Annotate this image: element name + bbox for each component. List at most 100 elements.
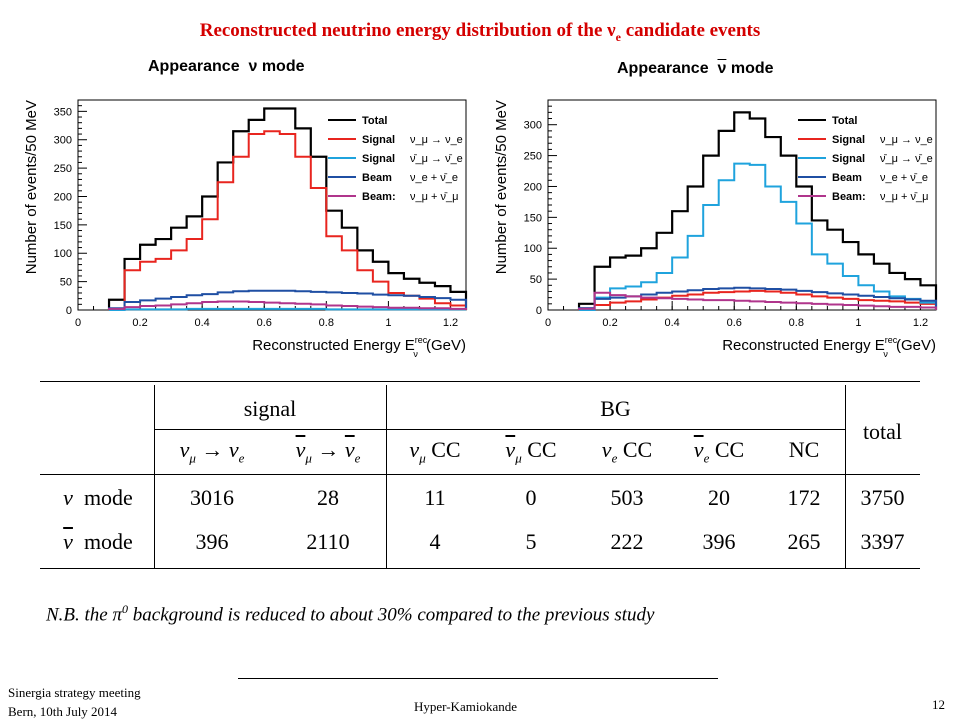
row-label-nubar-mode: ν mode	[63, 529, 133, 554]
legend-label: Signal	[362, 153, 395, 165]
y-tick-label: 200	[524, 181, 542, 193]
event-table: signal BG total νμ → νe νμ → νe νμ CC νμ…	[40, 381, 920, 569]
table-cell: 172	[787, 485, 821, 510]
y-tick-label: 0	[66, 305, 72, 317]
table-cell: 28	[317, 485, 339, 510]
x-tick-label: 1.2	[913, 317, 928, 329]
x-tick-label: 0.6	[257, 317, 272, 329]
table-cell: 11	[424, 485, 446, 510]
legend-label: Total	[362, 115, 387, 127]
table-top-rule	[40, 381, 920, 382]
series-0-line	[577, 111, 938, 310]
y-tick-label: 50	[60, 277, 72, 289]
legend-label: Beam	[362, 172, 392, 184]
y-axis-label: Number of events/50 MeV	[493, 100, 510, 274]
footnote: N.B. the π0 background is reduced to abo…	[46, 602, 655, 626]
plot-frame	[547, 99, 937, 311]
header-anumu-anue: νμ → νe	[295, 437, 361, 466]
legend-label: Beam	[832, 172, 862, 184]
table-header-rule	[40, 474, 920, 475]
y-tick-label: 300	[524, 120, 542, 132]
x-tick-label: 0.4	[195, 317, 210, 329]
legend-math: ν_e + ν̄_e	[880, 172, 928, 184]
slide-title: Reconstructed neutrino energy distributi…	[199, 20, 761, 44]
y-tick-label: 300	[54, 135, 72, 147]
table-cell: 222	[610, 529, 644, 554]
legend-label: Signal	[832, 153, 865, 165]
table-cell: 20	[708, 485, 730, 510]
y-axis-label: Number of events/50 MeV	[23, 100, 40, 274]
legend-math: ν_μ + ν̄_μ	[880, 191, 928, 203]
series-4-line	[578, 291, 937, 310]
header-numu-nue: νμ → νe	[179, 437, 245, 466]
x-tick-label: 0.8	[319, 317, 334, 329]
legend-math: ν_e + ν̄_e	[410, 172, 458, 184]
x-tick-label: 0.2	[602, 317, 617, 329]
y-tick-label: 150	[524, 212, 542, 224]
header-total: total	[862, 419, 903, 444]
y-tick-label: 250	[524, 151, 542, 163]
legend-math: ν_μ → ν_e	[410, 134, 463, 146]
footer-rule	[238, 678, 718, 679]
table-cell-total: 3750	[860, 485, 905, 510]
table-cell: 396	[195, 529, 229, 554]
series-4-line	[108, 300, 467, 310]
y-tick-label: 50	[530, 274, 542, 286]
table-cell: 4	[429, 529, 441, 554]
header-bg: BG	[600, 396, 631, 421]
header-signal: signal	[243, 396, 297, 421]
legend-label: Signal	[832, 134, 865, 146]
legend-label: Beam:	[362, 191, 396, 203]
legend-math: ν̄_μ → ν̄_e	[410, 153, 463, 165]
legend-label: Total	[832, 115, 857, 127]
x-axis-label: Reconstructed Energy Erec ν (GeV)	[722, 335, 936, 359]
header-nue-cc: νe CC	[601, 437, 653, 466]
footer-center: Hyper-Kamiokande	[414, 699, 517, 714]
right-panel-title: Appearance ν mode	[617, 60, 774, 77]
series-1-line	[578, 289, 937, 310]
x-tick-label: 0.6	[727, 317, 742, 329]
x-tick-label: 1	[385, 317, 391, 329]
table-subheader-rule	[154, 429, 845, 430]
y-tick-label: 250	[54, 163, 72, 175]
table-cell: 396	[702, 529, 736, 554]
table-divider	[154, 385, 155, 569]
table-divider	[845, 385, 846, 569]
x-tick-label: 0.4	[665, 317, 680, 329]
header-anumu-cc: νμ CC	[505, 437, 557, 466]
y-tick-label: 200	[54, 191, 72, 203]
page-number: 12	[932, 697, 945, 712]
series-2-line	[109, 307, 467, 311]
chart-appearance-nubar-mode: 0 50 100 150 200 250 300 0 0.2 0.4 0.6 0.8 1 1.2 Recon…	[493, 99, 938, 359]
x-tick-label: 1.2	[443, 317, 458, 329]
footer-meeting: Sinergia strategy meeting Bern, 10th Jul…	[8, 685, 141, 719]
series-2-line	[579, 162, 937, 311]
chart-appearance-nu-mode: 0 50 100 150 200 250 300 350 0 0.2 0.4 0.6 0.8 1 1.2 Re…	[23, 99, 468, 359]
legend-math: ν_μ + ν̄_μ	[410, 191, 458, 203]
legend-label: Signal	[362, 134, 395, 146]
header-numu-cc: νμ CC	[409, 437, 461, 466]
table-cell: 2110	[306, 529, 350, 554]
plot-frame	[77, 99, 467, 311]
x-tick-label: 0.8	[789, 317, 804, 329]
x-tick-label: 1	[855, 317, 861, 329]
table-cell: 5	[525, 529, 537, 554]
table-divider	[386, 385, 387, 569]
series-0-line	[107, 107, 468, 310]
table-cell: 265	[787, 529, 821, 554]
header-anue-cc: νe CC	[693, 437, 745, 466]
legend-math: ν_μ → ν_e	[880, 134, 933, 146]
y-tick-label: 0	[536, 305, 542, 317]
table-cell: 3016	[190, 485, 234, 510]
table-cell: 0	[525, 485, 537, 510]
x-tick-label: 0	[75, 317, 81, 329]
row-label-nu-mode: ν mode	[63, 485, 133, 510]
series-3-line	[108, 289, 467, 310]
x-tick-label: 0	[545, 317, 551, 329]
legend-math: ν̄_μ → ν̄_e	[880, 153, 933, 165]
legend-label: Beam:	[832, 191, 866, 203]
table-bottom-rule	[40, 568, 920, 569]
x-tick-label: 0.2	[132, 317, 147, 329]
table-cell: 503	[610, 485, 644, 510]
y-tick-label: 100	[54, 248, 72, 260]
